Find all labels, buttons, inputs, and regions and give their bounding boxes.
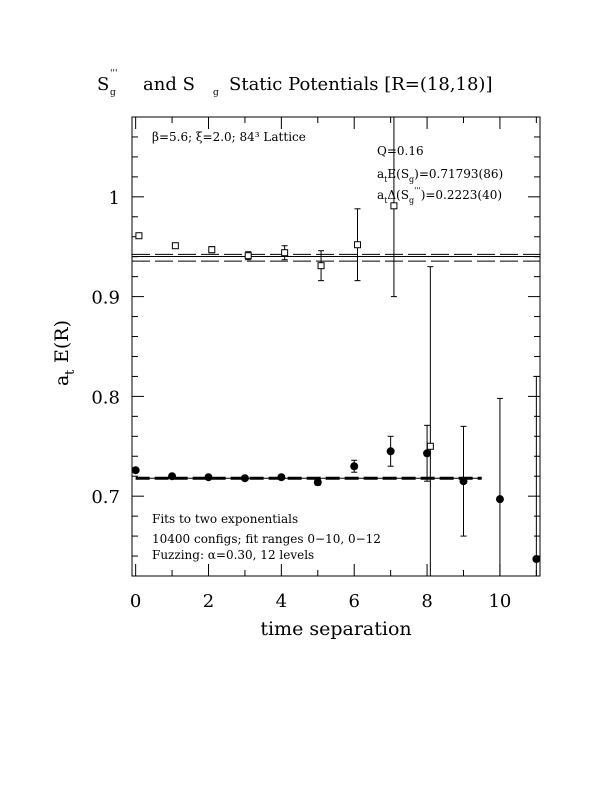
excited-data-point — [208, 246, 216, 254]
circle-marker — [350, 462, 359, 471]
x-tick-label: 2 — [203, 591, 214, 612]
ground-data-point — [313, 478, 322, 487]
excited-data-point — [244, 251, 252, 261]
circle-marker — [495, 495, 504, 504]
excited-data-point — [281, 245, 289, 261]
excited-data-point — [171, 242, 179, 250]
circle-marker — [131, 466, 140, 475]
fit-gap-mid: Δ(S — [387, 188, 409, 202]
circle-marker — [277, 473, 286, 482]
x-tick-label: 4 — [276, 591, 287, 612]
y-axis-label-sub: t — [63, 369, 78, 375]
square-marker — [426, 442, 434, 450]
excited-data-point — [317, 250, 325, 282]
circle-marker — [532, 555, 541, 564]
y-tick-label: 0.8 — [91, 387, 120, 408]
ground-data-point — [423, 424, 432, 482]
note-line-2: 10400 configs; fit ranges 0−10, 0−12 — [152, 532, 381, 546]
x-tick-label: 8 — [421, 591, 432, 612]
y-axis-label-main: a — [51, 375, 73, 386]
excited-data-point — [353, 208, 361, 282]
fit-gap-sub2: g — [409, 196, 414, 205]
square-marker — [390, 202, 398, 210]
fit-info: Q=0.16 atE(Sg)=0.71793(86) atΔ(Sg''')=0.… — [377, 144, 503, 205]
ground-data-point — [459, 425, 468, 537]
fit-lines — [132, 253, 540, 480]
ground-data-point — [277, 473, 286, 482]
ground-data-point — [131, 466, 140, 475]
circle-marker — [204, 473, 213, 482]
ground-data-point — [386, 435, 395, 467]
square-marker — [208, 246, 216, 254]
y-axis-label-rest: E(R) — [51, 320, 73, 363]
fit-gap-sup: ''' — [414, 186, 421, 195]
fit-gap-value: )=0.2223(40) — [421, 188, 502, 202]
note-line-3: Fuzzing: α=0.30, 12 levels — [152, 548, 314, 562]
fit-energy-value: )=0.71793(86) — [414, 167, 503, 181]
square-marker — [281, 249, 289, 257]
fit-energy-label: atE(Sg)=0.71793(86) — [377, 167, 503, 184]
ground-data-point — [168, 472, 177, 481]
fit-energy-sub2: g — [409, 175, 414, 184]
excited-data-point — [135, 232, 143, 240]
fit-q-label: Q=0.16 — [377, 144, 424, 158]
square-marker — [244, 252, 252, 260]
x-tick-label: 10 — [488, 591, 511, 612]
ground-data-point — [240, 474, 249, 483]
circle-marker — [386, 447, 395, 456]
fit-notes: Fits to two exponentials 10400 configs; … — [152, 512, 381, 562]
square-marker — [171, 242, 179, 250]
ground-data-point — [495, 397, 504, 576]
excited-data-point — [426, 266, 434, 576]
circle-marker — [423, 449, 432, 458]
note-line-1: Fits to two exponentials — [152, 512, 298, 526]
ground-data-point — [532, 375, 541, 576]
y-tick-label: 0.7 — [91, 487, 120, 508]
fit-energy-prefix: a — [377, 167, 384, 181]
title-part-1-sub: g — [110, 88, 116, 98]
title-part-1: S — [97, 74, 109, 95]
square-marker — [353, 241, 361, 249]
circle-marker — [313, 478, 322, 487]
excited-data-point — [390, 117, 398, 298]
circle-marker — [240, 474, 249, 483]
title-part-3: Static Potentials [R=(18,18)] — [229, 74, 492, 95]
lattice-label: β=5.6; ξ=2.0; 84³ Lattice — [152, 130, 306, 144]
ground-data-point — [204, 473, 213, 482]
circle-marker — [459, 477, 468, 486]
x-tick-label: 0 — [130, 591, 141, 612]
fit-gap-prefix: a — [377, 188, 384, 202]
title-part-1-sup: ''' — [110, 69, 117, 79]
fit-energy-sub: t — [384, 175, 388, 184]
y-tick-label: 1 — [109, 188, 120, 209]
circle-marker — [168, 472, 177, 481]
y-axis-label: a t E(R) — [51, 320, 78, 386]
title-part-2: and S — [143, 74, 195, 95]
title-part-2-sub: g — [213, 88, 219, 98]
fit-gap-sub: t — [384, 196, 388, 205]
x-tick-label: 6 — [348, 591, 359, 612]
y-tick-label: 0.9 — [91, 288, 120, 309]
fit-gap-label: atΔ(Sg''')=0.2223(40) — [377, 186, 502, 205]
chart-title: S g ''' and S g Static Potentials [R=(18… — [97, 69, 492, 98]
x-axis-label: time separation — [260, 618, 411, 640]
plot-frame — [131, 116, 541, 577]
square-marker — [135, 232, 143, 240]
fit-energy-mid: E(S — [387, 167, 409, 181]
ground-data-point — [350, 459, 359, 473]
data-points — [131, 117, 541, 576]
square-marker — [317, 262, 325, 270]
